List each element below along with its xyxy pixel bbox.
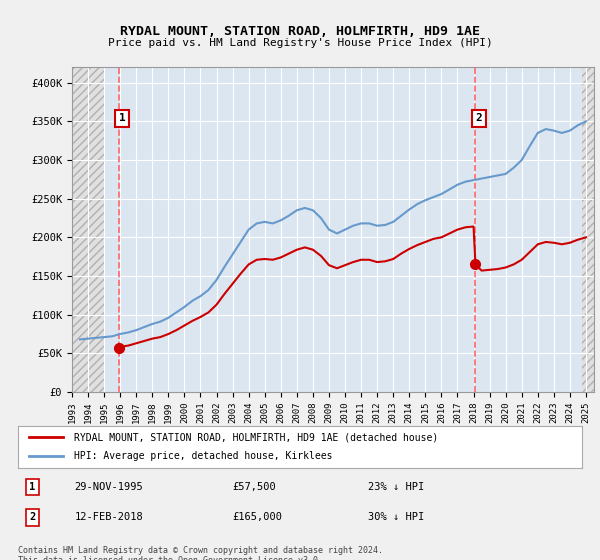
Text: 29-NOV-1995: 29-NOV-1995 [74,482,143,492]
Text: 30% ↓ HPI: 30% ↓ HPI [368,512,424,522]
Text: 1: 1 [29,482,35,492]
Text: £165,000: £165,000 [232,512,283,522]
Bar [72,67,104,392]
Text: 1: 1 [119,113,125,123]
Bar [582,67,594,392]
Text: RYDAL MOUNT, STATION ROAD, HOLMFIRTH, HD9 1AE: RYDAL MOUNT, STATION ROAD, HOLMFIRTH, HD… [120,25,480,38]
Text: 2: 2 [29,512,35,522]
Text: 2: 2 [475,113,482,123]
Text: HPI: Average price, detached house, Kirklees: HPI: Average price, detached house, Kirk… [74,451,333,461]
Text: £57,500: £57,500 [232,482,276,492]
Text: Contains HM Land Registry data © Crown copyright and database right 2024.
This d: Contains HM Land Registry data © Crown c… [18,546,383,560]
Text: 23% ↓ HPI: 23% ↓ HPI [368,482,424,492]
Text: 12-FEB-2018: 12-FEB-2018 [74,512,143,522]
Text: RYDAL MOUNT, STATION ROAD, HOLMFIRTH, HD9 1AE (detached house): RYDAL MOUNT, STATION ROAD, HOLMFIRTH, HD… [74,432,439,442]
Text: Price paid vs. HM Land Registry's House Price Index (HPI): Price paid vs. HM Land Registry's House … [107,38,493,48]
